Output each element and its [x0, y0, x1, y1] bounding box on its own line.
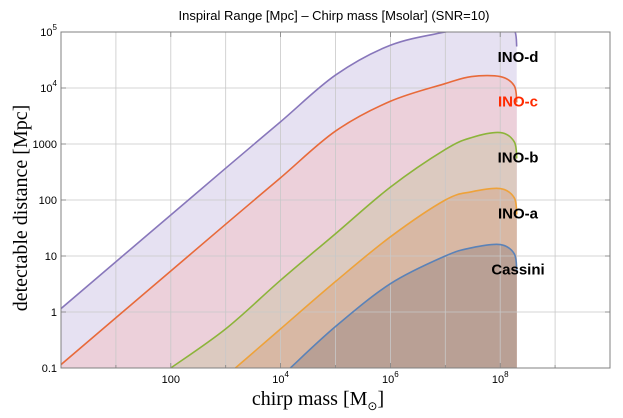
x-tick-label: 108	[492, 370, 509, 386]
y-tick-label: 104	[40, 79, 57, 95]
y-tick-label: 105	[40, 23, 57, 39]
series-label-3: INO-a	[498, 206, 539, 223]
x-tick-label: 106	[382, 370, 399, 386]
series-labels: INO-d INO-c INO-b INO-a Cassini	[491, 49, 544, 279]
y-tick-label: 1000	[33, 139, 57, 151]
area-fill-4	[290, 244, 517, 368]
y-tick-label: 0.1	[42, 363, 57, 375]
y-axis-label: detectable distance [Mpc]	[10, 105, 32, 312]
x-axis-label: chirp mass [M⊙]	[252, 388, 384, 413]
x-axis-label-main: chirp mass [M	[252, 388, 368, 410]
series-lines	[61, 32, 518, 368]
series-line-3	[234, 187, 518, 368]
x-tick-label: 104	[272, 370, 289, 386]
chart-title: Inspiral Range [Mpc] – Chirp mass [Msola…	[178, 8, 489, 23]
series-line-1	[61, 74, 518, 366]
series-label-4: Cassini	[491, 262, 544, 279]
x-axis-label-close: ]	[377, 388, 384, 410]
axis-ticks: 100 104 106 108 0.1 1 10 100 1000 104 105	[33, 23, 610, 386]
y-tick-label: 1	[51, 307, 57, 319]
series-line-4	[289, 243, 518, 368]
x-tick-label: 100	[162, 374, 180, 386]
series-line-2	[170, 131, 518, 368]
area-fills	[61, 32, 517, 368]
series-label-1: INO-c	[498, 94, 538, 111]
series-line-0	[61, 32, 518, 310]
series-label-2: INO-b	[498, 150, 539, 167]
x-axis-label-subscript: ⊙	[367, 399, 377, 413]
y-tick-label: 10	[45, 251, 57, 263]
y-tick-label: 100	[39, 195, 57, 207]
series-label-0: INO-d	[498, 49, 539, 66]
